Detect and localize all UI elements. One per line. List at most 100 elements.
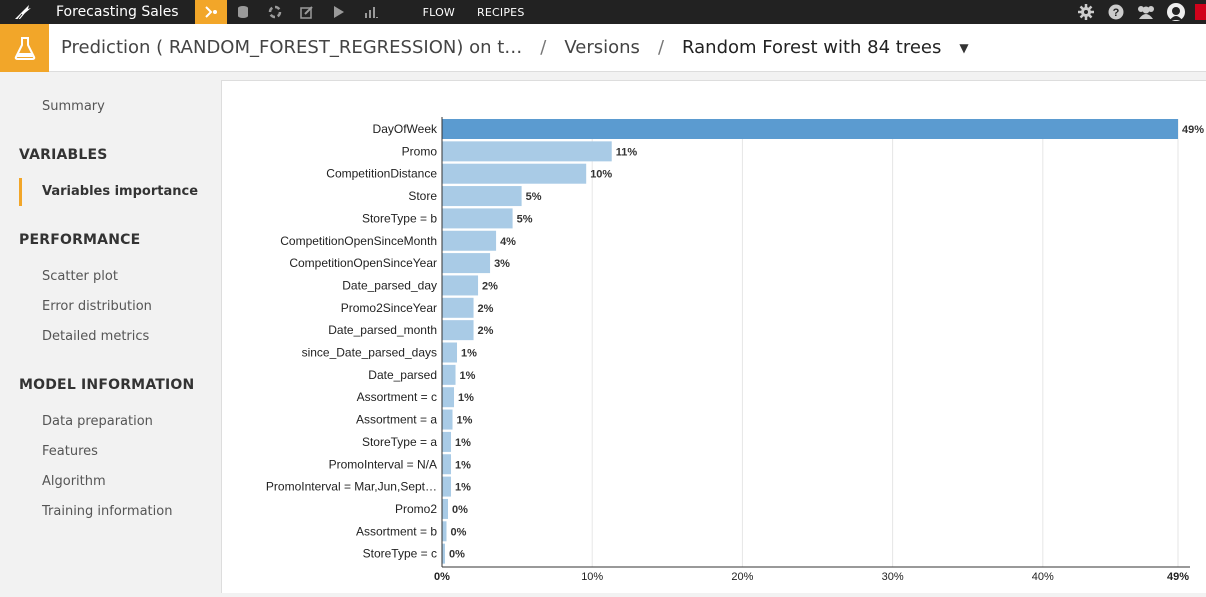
- category-label: StoreType = c: [363, 547, 437, 561]
- svg-text:?: ?: [1113, 7, 1120, 19]
- category-label: Date_parsed: [368, 368, 437, 382]
- bar[interactable]: [442, 498, 449, 519]
- value-label: 1%: [460, 370, 476, 382]
- project-name[interactable]: Forecasting Sales: [56, 4, 179, 20]
- breadcrumb-current-version: Random Forest with 84 trees: [682, 37, 942, 58]
- chevron-down-icon[interactable]: ▼: [959, 40, 969, 55]
- avatar[interactable]: [1161, 0, 1191, 24]
- sidebar-item-features[interactable]: Features: [42, 444, 98, 459]
- sidebar-item-training-information[interactable]: Training information: [42, 504, 173, 519]
- value-label: 2%: [478, 303, 494, 315]
- sidebar-item-algorithm[interactable]: Algorithm: [42, 474, 106, 489]
- value-label: 5%: [526, 191, 542, 203]
- bar[interactable]: [442, 320, 474, 341]
- bar[interactable]: [442, 186, 522, 207]
- bar[interactable]: [442, 387, 455, 408]
- breadcrumb: Prediction ( RANDOM_FOREST_REGRESSION) o…: [0, 23, 1206, 72]
- recipes-icon[interactable]: [259, 0, 291, 24]
- flow-icon[interactable]: [194, 0, 227, 24]
- value-label: 1%: [455, 482, 471, 494]
- category-label: Promo: [402, 144, 438, 158]
- x-tick-label: 49%: [1167, 571, 1189, 583]
- dashboard-icon[interactable]: [355, 0, 387, 24]
- value-label: 1%: [457, 415, 473, 427]
- category-label: StoreType = a: [362, 435, 437, 449]
- bar[interactable]: [442, 409, 453, 430]
- flow-nav-link[interactable]: FLOW: [422, 5, 456, 19]
- category-label: StoreType = b: [362, 211, 437, 225]
- sidebar-item-scatter-plot[interactable]: Scatter plot: [42, 269, 118, 284]
- value-label: 1%: [455, 437, 471, 449]
- category-label: Store: [408, 189, 437, 203]
- x-tick-label: 10%: [581, 571, 603, 583]
- bar[interactable]: [442, 543, 446, 564]
- category-label: DayOfWeek: [373, 122, 438, 136]
- category-label: Promo2: [395, 502, 437, 516]
- category-label: CompetitionDistance: [326, 167, 437, 181]
- bar[interactable]: [442, 253, 491, 274]
- value-label: 11%: [616, 146, 638, 158]
- datasets-icon[interactable]: [227, 0, 259, 24]
- value-label: 10%: [590, 169, 612, 181]
- bar[interactable]: [442, 431, 452, 452]
- category-label: Date_parsed_day: [342, 278, 437, 292]
- category-label: Assortment = a: [356, 413, 437, 427]
- help-icon[interactable]: ?: [1101, 0, 1131, 24]
- value-label: 0%: [449, 549, 465, 561]
- sidebar-section-variables: VARIABLES: [19, 147, 108, 163]
- value-label: 5%: [517, 213, 533, 225]
- bar[interactable]: [442, 476, 452, 497]
- breadcrumb-separator: /: [657, 37, 665, 58]
- category-label: Date_parsed_month: [328, 323, 437, 337]
- bar[interactable]: [442, 119, 1178, 139]
- x-tick-label: 0%: [434, 571, 450, 583]
- gear-icon[interactable]: [1071, 0, 1101, 24]
- bar[interactable]: [442, 364, 456, 385]
- value-label: 0%: [452, 504, 468, 516]
- value-label: 1%: [461, 348, 477, 360]
- sidebar-item-summary[interactable]: Summary: [42, 99, 105, 114]
- sidebar-item-error-distribution[interactable]: Error distribution: [42, 299, 152, 314]
- x-tick-label: 30%: [882, 571, 904, 583]
- run-icon[interactable]: [323, 0, 355, 24]
- bar[interactable]: [442, 208, 513, 229]
- status-badge: [1195, 4, 1206, 20]
- bar[interactable]: [442, 230, 497, 251]
- sidebar-item-data-preparation[interactable]: Data preparation: [42, 414, 153, 429]
- value-label: 1%: [455, 459, 471, 471]
- bar[interactable]: [442, 454, 452, 475]
- users-icon[interactable]: [1131, 0, 1161, 24]
- sidebar-section-model-information: MODEL INFORMATION: [19, 377, 195, 393]
- sidebar-section-performance: PERFORMANCE: [19, 232, 141, 248]
- category-label: CompetitionOpenSinceYear: [289, 256, 437, 270]
- flask-icon: [0, 23, 49, 72]
- bar[interactable]: [442, 163, 587, 184]
- value-label: 2%: [482, 280, 498, 292]
- bar[interactable]: [442, 141, 612, 162]
- active-indicator: [19, 178, 22, 206]
- recipes-nav-link[interactable]: RECIPES: [477, 5, 525, 19]
- value-label: 4%: [500, 236, 516, 248]
- category-label: PromoInterval = N/A: [329, 457, 437, 471]
- bar[interactable]: [442, 521, 447, 542]
- sidebar: Summary VARIABLES Variables importance P…: [0, 72, 221, 593]
- value-label: 2%: [478, 325, 494, 337]
- variables-importance-panel: 0% 10% 20% 30% 40% 49% DayOfWeek 49% Promo 11% Com…: [221, 80, 1206, 593]
- sidebar-item-detailed-metrics[interactable]: Detailed metrics: [42, 329, 150, 344]
- x-tick-label: 40%: [1032, 571, 1054, 583]
- x-tick-label: 20%: [731, 571, 753, 583]
- breadcrumb-model[interactable]: Prediction ( RANDOM_FOREST_REGRESSION) o…: [61, 37, 523, 58]
- category-label: Assortment = b: [356, 524, 437, 538]
- bar[interactable]: [442, 275, 479, 296]
- value-label: 0%: [451, 526, 467, 538]
- value-label: 3%: [494, 258, 510, 270]
- bar[interactable]: [442, 297, 474, 318]
- bar[interactable]: [442, 342, 458, 363]
- top-bar: Forecasting Sales FLOW RECIPES ?: [0, 0, 1206, 24]
- sidebar-item-variables-importance[interactable]: Variables importance: [42, 184, 199, 199]
- notebook-icon[interactable]: [291, 0, 323, 24]
- dataiku-logo-icon[interactable]: [0, 0, 46, 24]
- variables-importance-chart: 0% 10% 20% 30% 40% 49% DayOfWeek 49% Promo 11% Com…: [266, 117, 1204, 583]
- breadcrumb-versions[interactable]: Versions: [564, 37, 640, 58]
- category-label: Promo2SinceYear: [341, 301, 437, 315]
